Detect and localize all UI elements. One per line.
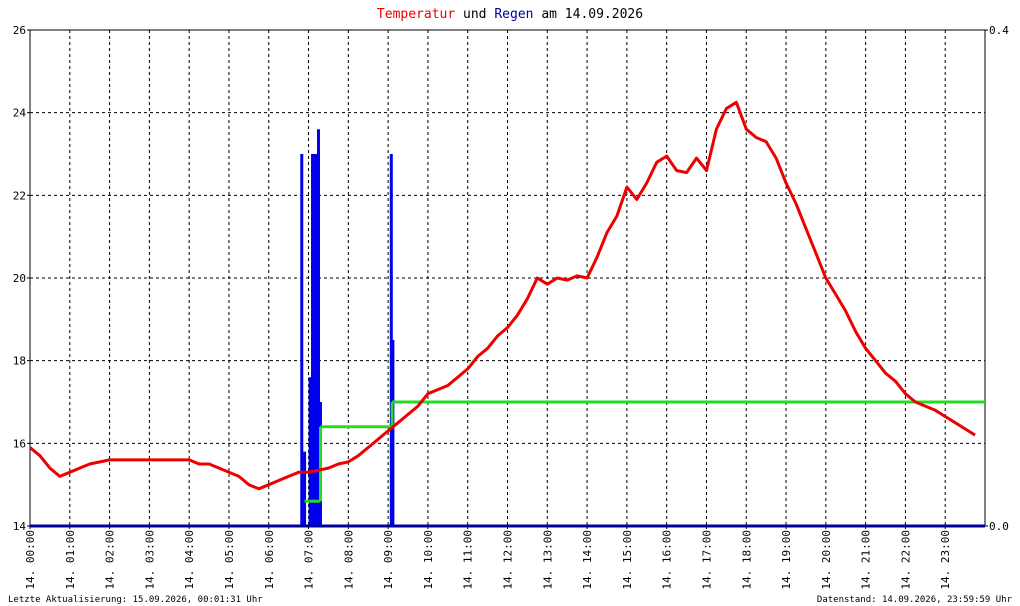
x-tick-label: 14. 12:00 [502, 530, 515, 590]
x-tick-label: 14. 02:00 [104, 530, 117, 590]
x-tick-label: 14. 15:00 [621, 530, 634, 590]
x-tick-label: 14. 10:00 [422, 530, 435, 590]
x-tick-label: 14. 06:00 [263, 530, 276, 590]
x-tick-label: 14. 01:00 [64, 530, 77, 590]
title-und-word: und [463, 7, 486, 22]
footer-last-update: Letzte Aktualisierung: 15.09.2026, 00:01… [8, 595, 263, 605]
x-tick-label: 14. 00:00 [24, 530, 37, 590]
x-tick-label: 14. 03:00 [143, 530, 156, 590]
x-tick-label: 14. 14:00 [581, 530, 594, 590]
x-tick-label: 14. 20:00 [820, 530, 833, 590]
x-tick-label: 14. 16:00 [661, 530, 674, 590]
y-tick-label-right: 0.4 [989, 24, 1009, 37]
rain-series [30, 129, 985, 528]
x-tick-label: 14. 13:00 [541, 530, 554, 590]
y-tick-label-left: 24 [13, 107, 27, 120]
y-tick-label-left: 20 [13, 272, 26, 285]
chart-title: Temperatur und Regen am 14.09.2026 [377, 7, 643, 22]
x-tick-label: 14. 23:00 [939, 530, 952, 590]
temperature-series [29, 100, 976, 491]
x-tick-label: 14. 22:00 [899, 530, 912, 590]
x-tick-label: 14. 21:00 [860, 530, 873, 590]
x-tick-label: 14. 08:00 [342, 530, 355, 590]
x-tick-label: 14. 18:00 [740, 530, 753, 590]
y-tick-label-left: 14 [13, 520, 27, 533]
x-tick-label: 14. 09:00 [382, 530, 395, 590]
y-tick-label-left: 26 [13, 24, 26, 37]
footer-data-status: Datenstand: 14.09.2026, 23:59:59 Uhr [817, 595, 1013, 605]
y-tick-label-left: 18 [13, 355, 26, 368]
x-tick-label: 14. 04:00 [183, 530, 196, 590]
x-tick-label: 14. 07:00 [303, 530, 316, 590]
title-rain: Regen [494, 7, 533, 22]
grid-lines [30, 30, 985, 526]
y-tick-label-right: 0.0 [989, 520, 1009, 533]
title-temperature: Temperatur [377, 7, 455, 22]
x-tick-label: 14. 11:00 [462, 530, 475, 590]
y-tick-label-left: 22 [13, 189, 26, 202]
x-tick-label: 14. 17:00 [700, 530, 713, 590]
temperature-line [29, 100, 976, 491]
x-tick-label: 14. 05:00 [223, 530, 236, 590]
y-tick-label-left: 16 [13, 437, 26, 450]
title-date: am 14.09.2026 [541, 7, 643, 22]
x-tick-label: 14. 19:00 [780, 530, 793, 590]
tick-labels: 14 16 18 20 22 24 26 0.0 0.4 14. 00:00 14. 01:00 14… [13, 24, 1009, 590]
